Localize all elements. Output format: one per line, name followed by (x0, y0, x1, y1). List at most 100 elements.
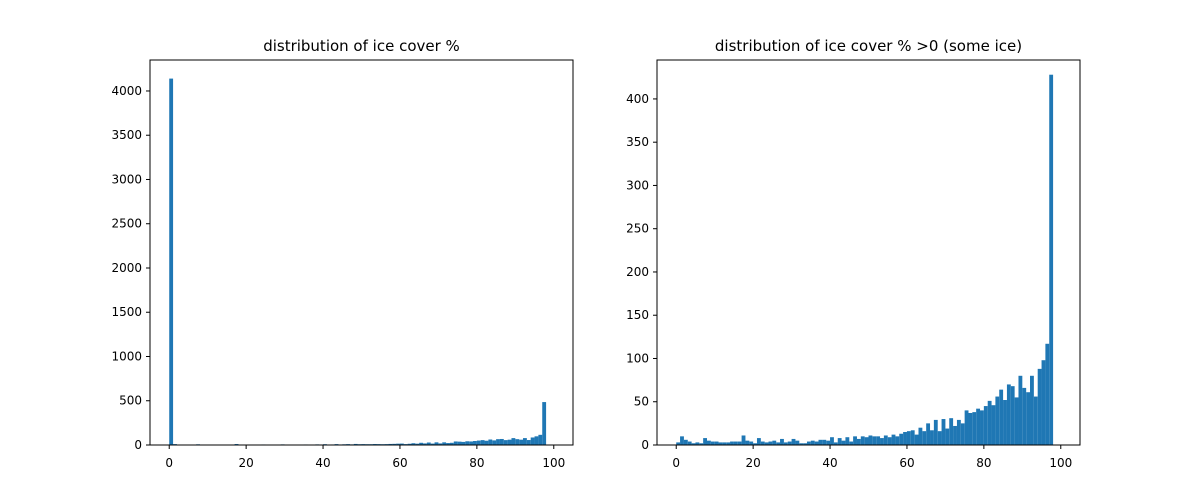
histogram-bar (703, 438, 707, 445)
histogram-bar (753, 443, 757, 445)
histogram-bar (941, 419, 946, 445)
histogram-bar (868, 435, 873, 445)
histogram-bar (453, 441, 458, 445)
histogram-bar (714, 441, 719, 445)
histogram-bar (718, 442, 723, 445)
histogram-bar (903, 432, 907, 445)
histogram-bar (691, 443, 696, 445)
histogram-bar (526, 440, 531, 445)
histogram-bar (1010, 386, 1015, 445)
histogram-bar (430, 443, 435, 445)
y-tick-label: 0 (134, 438, 142, 452)
histogram-bar (388, 443, 393, 445)
histogram-bar (783, 442, 788, 445)
histogram-bar (706, 440, 711, 445)
histogram-bar (473, 441, 477, 445)
histogram-bar (423, 443, 427, 445)
x-tick-label: 0 (165, 456, 173, 470)
histogram-bar (1033, 396, 1038, 445)
histogram-bar (542, 402, 547, 445)
histogram-bar (880, 438, 884, 445)
histogram-bar (891, 434, 896, 445)
histogram-bar (415, 443, 420, 445)
histogram-bar (1014, 397, 1019, 445)
histogram-bar (683, 439, 688, 445)
y-tick-label: 1500 (111, 305, 142, 319)
x-tick-label: 80 (469, 456, 484, 470)
histogram-bar (1022, 387, 1027, 445)
y-tick-label: 300 (626, 178, 649, 192)
histogram-bar (1026, 392, 1031, 445)
histogram-bar (396, 443, 400, 445)
histogram-bar (810, 440, 815, 445)
histogram-bar (956, 419, 961, 445)
histogram-bar (818, 439, 823, 445)
histogram-bar (791, 438, 796, 445)
histogram-bar (733, 441, 738, 445)
histogram-bar (438, 443, 443, 445)
histogram-bar (860, 436, 865, 445)
histogram-bar (768, 441, 773, 445)
histogram-bar (933, 419, 938, 445)
chart-title: distribution of ice cover % >0 (some ice… (715, 37, 1022, 55)
histogram-bar (803, 443, 807, 445)
histogram-bar (1049, 74, 1054, 446)
histogram-bar (983, 406, 988, 445)
histogram-bar (730, 441, 734, 445)
histogram-bar (914, 434, 919, 445)
y-tick-label: 200 (626, 265, 649, 279)
histogram-bar (922, 431, 927, 445)
histogram-bar (488, 439, 493, 445)
chart-title: distribution of ice cover % (263, 37, 460, 55)
histogram-bar (756, 438, 761, 445)
histogram-bar (503, 440, 508, 445)
histogram-bar (726, 442, 731, 445)
histogram-bar (856, 438, 861, 445)
histogram-bar (353, 443, 358, 445)
histogram-bar (864, 437, 869, 445)
histogram-bar (787, 441, 792, 445)
histogram-bar (872, 436, 877, 445)
histogram-bar (937, 431, 942, 445)
histogram-bar (480, 440, 485, 445)
histogram-bar (680, 436, 684, 445)
histogram-bar (772, 440, 777, 445)
histogram-bar (760, 441, 765, 445)
left-histogram: distribution of ice cover % 0 20 40 60 80 100… (111, 37, 574, 470)
histogram-bar (995, 396, 1000, 445)
y-tick-label: 3000 (111, 172, 142, 186)
histogram-bar (883, 435, 888, 445)
histogram-bar (519, 439, 524, 445)
histogram-bar (515, 439, 520, 445)
y-tick-label: 0 (641, 438, 649, 452)
x-tick-label: 80 (976, 456, 991, 470)
y-tick-label: 2000 (111, 261, 142, 275)
histogram-bar (930, 430, 934, 445)
histogram-bar (895, 436, 900, 445)
histogram-bar (745, 440, 750, 445)
histogram-bar (465, 441, 470, 445)
histogram-bar (918, 427, 923, 445)
histogram-bar (906, 431, 911, 445)
y-tick-label: 400 (626, 92, 649, 106)
y-tick-label: 50 (634, 395, 649, 409)
x-tick-label: 40 (822, 456, 837, 470)
histogram-bar (806, 441, 811, 445)
histogram-bar (830, 437, 834, 445)
histogram-bar (687, 441, 692, 445)
histogram-bar (841, 440, 846, 445)
y-tick-label: 250 (626, 222, 649, 236)
y-tick-label: 100 (626, 351, 649, 365)
histogram-bar (530, 437, 535, 445)
histogram-bar (976, 408, 981, 445)
x-tick-label: 40 (315, 456, 330, 470)
histogram-bar (1006, 384, 1011, 445)
x-tick-label: 60 (899, 456, 914, 470)
histogram-bar (392, 443, 397, 445)
histogram-bar (737, 441, 742, 445)
histogram-bar (987, 400, 992, 445)
histogram-bar (749, 441, 754, 445)
x-tick-label: 100 (1049, 456, 1072, 470)
histogram-bar (507, 439, 512, 445)
